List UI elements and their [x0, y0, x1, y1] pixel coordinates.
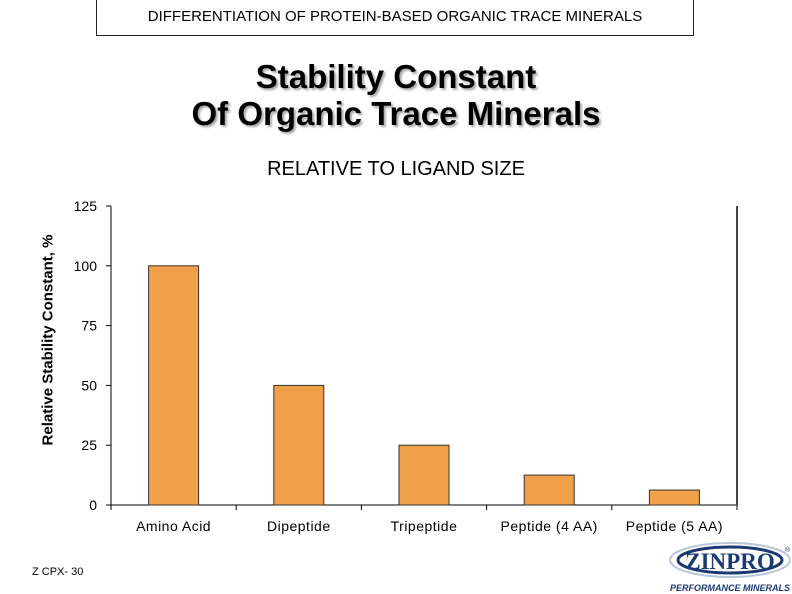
bar: [148, 265, 200, 506]
slide-code: Z CPX- 30: [32, 566, 84, 578]
bar: [273, 384, 325, 506]
header-banner-text: DIFFERENTIATION OF PROTEIN-BASED ORGANIC…: [147, 8, 643, 25]
x-category-label: Peptide (4 AA): [501, 518, 598, 534]
logo-tagline: PERFORMANCE MINERALS: [670, 583, 790, 593]
y-tick-label: 75: [81, 318, 97, 334]
y-tick-label: 50: [81, 377, 97, 393]
zinpro-logo: ZINPRO ® PERFORMANCE MINERALS: [669, 542, 791, 593]
x-category-label: Peptide (5 AA): [626, 518, 723, 534]
y-tick-label: 125: [74, 198, 98, 214]
bar: [398, 444, 450, 506]
header-banner: DIFFERENTIATION OF PROTEIN-BASED ORGANIC…: [96, 0, 694, 36]
slide-title-line-2: Of Organic Trace Minerals: [191, 95, 601, 132]
x-category-label: Amino Acid: [136, 518, 211, 534]
logo-registered-mark: ®: [785, 546, 791, 554]
x-category-label: Dipeptide: [267, 518, 331, 534]
slide-title-line-1: Stability Constant: [255, 58, 537, 95]
y-tick-label: 0: [89, 497, 97, 513]
y-tick-label: 100: [74, 258, 98, 274]
chart-title: RELATIVE TO LIGAND SIZE: [267, 158, 525, 180]
bar: [523, 474, 575, 506]
bar: [648, 489, 700, 506]
x-category-label: Tripeptide: [391, 518, 458, 534]
logo-brand-text: ZINPRO: [685, 549, 774, 574]
y-tick-label: 25: [81, 437, 97, 453]
logo-swoosh-inner: [676, 545, 784, 575]
slide-title: Stability Constant Of Organic Trace Mine…: [0, 58, 792, 132]
